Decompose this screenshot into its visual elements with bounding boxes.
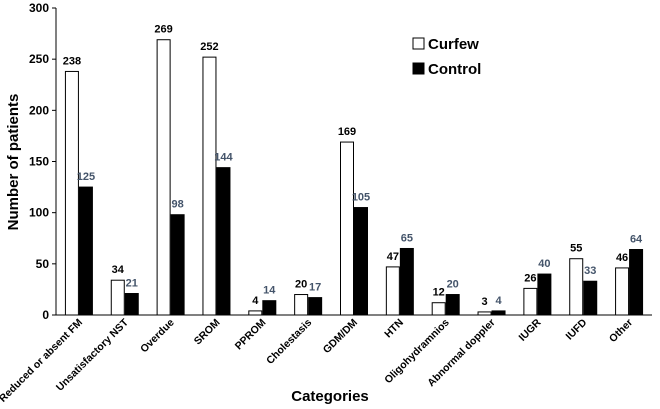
x-tick-label-srom: SROM — [192, 316, 223, 347]
legend: Curfew Control — [412, 36, 481, 78]
bar-control-abnormal-doppler — [491, 310, 506, 316]
y-tick-label: 0 — [42, 308, 49, 322]
bar-curfew-iufd — [569, 258, 584, 316]
data-label-control-gdm-dm: 105 — [352, 192, 370, 204]
y-tick-label: 250 — [29, 52, 49, 66]
y-tick-label: 150 — [29, 155, 49, 169]
bar-curfew-oligohydramnios — [431, 302, 446, 316]
x-tick-label-gdm-dm: GDM/DM — [321, 316, 361, 356]
y-tick-label: 300 — [29, 1, 49, 15]
plot-area: 0 50 100 150 200 250 300 238 125 Reduced or absen… — [0, 1, 652, 405]
x-tick-label-iufd: IUFD — [564, 316, 590, 342]
data-label-control-iufd: 33 — [584, 265, 596, 277]
data-label-control-oligohydramnios: 20 — [447, 279, 459, 291]
data-label-curfew-pprom: 4 — [252, 295, 259, 307]
bar-control-cholestasis — [308, 297, 323, 316]
bar-curfew-gdm-dm — [340, 141, 354, 316]
data-label-curfew-htn: 47 — [387, 251, 399, 263]
data-label-control-pprom: 14 — [263, 285, 276, 297]
data-label-control-other: 64 — [630, 234, 643, 246]
bar-control-iufd — [583, 280, 598, 316]
data-label-curfew-abnormal-doppler: 3 — [481, 296, 487, 308]
bar-control-unsatisfactory-nst — [124, 293, 139, 316]
bar-curfew-pprom — [248, 310, 263, 316]
y-tick-label: 100 — [29, 206, 49, 220]
legend-swatch-control — [412, 62, 425, 75]
bar-curfew-unsatisfactory-nst — [110, 279, 125, 316]
data-label-control-abnormal-doppler: 4 — [495, 295, 502, 307]
legend-label-control: Control — [428, 61, 481, 78]
legend-label-curfew: Curfew — [428, 36, 479, 53]
bar-control-pprom — [262, 300, 277, 316]
data-label-curfew-reduced-or-absent-fm: 238 — [63, 55, 81, 67]
bar-curfew-other — [615, 267, 630, 316]
x-tick-label-htn: HTN — [382, 317, 406, 341]
x-tick-label-pprom: PPROM — [233, 316, 269, 352]
data-label-control-unsatisfactory-nst: 21 — [126, 278, 138, 290]
data-label-control-reduced-or-absent-fm: 125 — [77, 171, 95, 183]
y-axis-title: Number of patients — [5, 94, 22, 231]
y-tick-label: 50 — [36, 257, 50, 271]
legend-swatch-curfew — [412, 37, 425, 50]
data-label-control-htn: 65 — [401, 232, 413, 244]
data-label-curfew-unsatisfactory-nst: 34 — [112, 264, 125, 276]
data-label-curfew-iufd: 55 — [570, 243, 582, 255]
bar-control-iugr — [537, 273, 552, 316]
data-label-curfew-cholestasis: 20 — [295, 279, 307, 291]
bar-control-htn — [399, 247, 414, 316]
data-label-curfew-other: 46 — [616, 252, 628, 264]
data-label-control-srom: 144 — [214, 152, 233, 164]
bar-control-oligohydramnios — [445, 294, 460, 316]
x-tick-label-overdue: Overdue — [138, 317, 177, 356]
data-label-curfew-iugr: 26 — [524, 272, 536, 284]
data-label-curfew-overdue: 269 — [154, 24, 172, 36]
bar-curfew-cholestasis — [294, 294, 309, 316]
data-label-control-overdue: 98 — [171, 199, 183, 211]
data-label-control-cholestasis: 17 — [309, 282, 321, 294]
x-tick-label-reduced-or-absent-fm: Reduced or absent FM — [0, 316, 85, 404]
bar-curfew-reduced-or-absent-fm — [64, 70, 79, 316]
bar-control-other — [629, 249, 644, 316]
bar-control-overdue — [170, 214, 185, 316]
data-label-curfew-gdm-dm: 169 — [338, 126, 356, 138]
data-label-curfew-srom: 252 — [200, 41, 218, 53]
bar-curfew-overdue — [156, 39, 171, 316]
bar-curfew-htn — [385, 266, 400, 316]
x-tick-label-iugr: IUGR — [516, 316, 543, 343]
bar-curfew-srom — [202, 56, 217, 316]
bar-control-reduced-or-absent-fm — [78, 186, 93, 316]
x-axis-title: Categories — [291, 388, 369, 405]
bar-control-gdm-dm — [354, 207, 368, 316]
x-tick-label-other: Other — [607, 317, 635, 345]
data-label-curfew-oligohydramnios: 12 — [433, 287, 445, 299]
y-tick-label: 200 — [29, 103, 49, 117]
x-tick-label-cholestasis: Cholestasis — [264, 317, 314, 367]
bar-curfew-iugr — [523, 287, 538, 316]
data-label-control-iugr: 40 — [538, 258, 550, 270]
bar-control-srom — [216, 167, 231, 316]
